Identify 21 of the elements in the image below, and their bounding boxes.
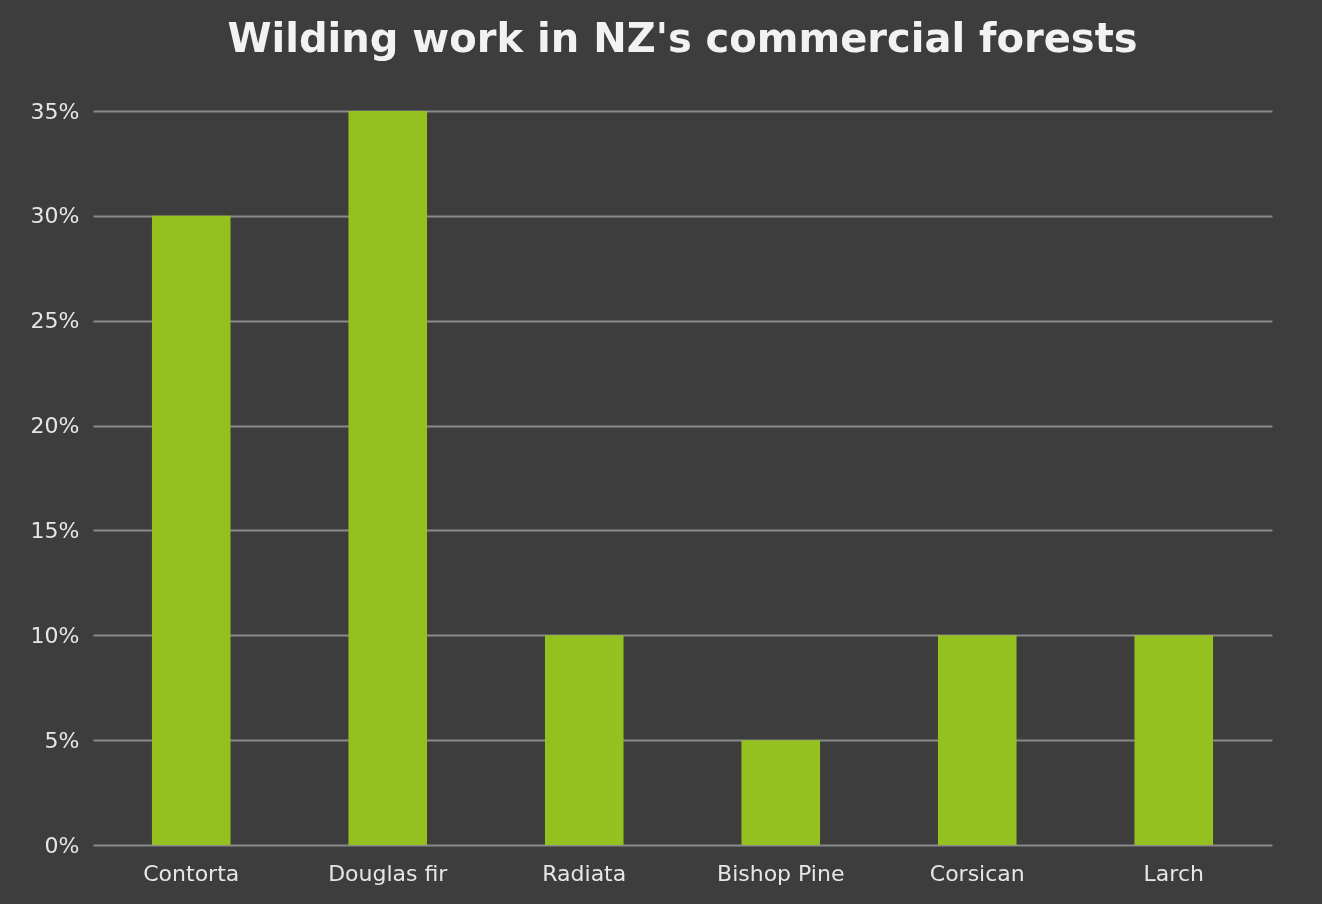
x-tick-label: Radiata — [542, 860, 627, 886]
y-tick-label: 30% — [30, 203, 80, 229]
bar — [741, 740, 821, 845]
x-tick-label: Bishop Pine — [717, 860, 845, 886]
y-tick-label: 20% — [30, 413, 80, 439]
bar — [151, 215, 231, 845]
bar — [544, 635, 624, 845]
y-tick-label: 10% — [30, 622, 80, 648]
x-tick-label: Douglas fir — [328, 860, 449, 886]
x-tick-label: Corsican — [929, 860, 1025, 886]
bar — [1134, 635, 1214, 845]
chart-title: Wilding work in NZ's commercial forests — [227, 15, 1138, 61]
bar — [937, 635, 1017, 845]
x-tick-label: Larch — [1143, 860, 1204, 886]
y-tick-label: 0% — [44, 832, 80, 858]
bar — [348, 111, 428, 845]
y-tick-label: 5% — [44, 727, 80, 753]
y-tick-label: 15% — [30, 517, 80, 543]
y-tick-label: 35% — [30, 98, 80, 124]
y-tick-label: 25% — [30, 308, 80, 334]
x-tick-label: Contorta — [143, 860, 240, 886]
